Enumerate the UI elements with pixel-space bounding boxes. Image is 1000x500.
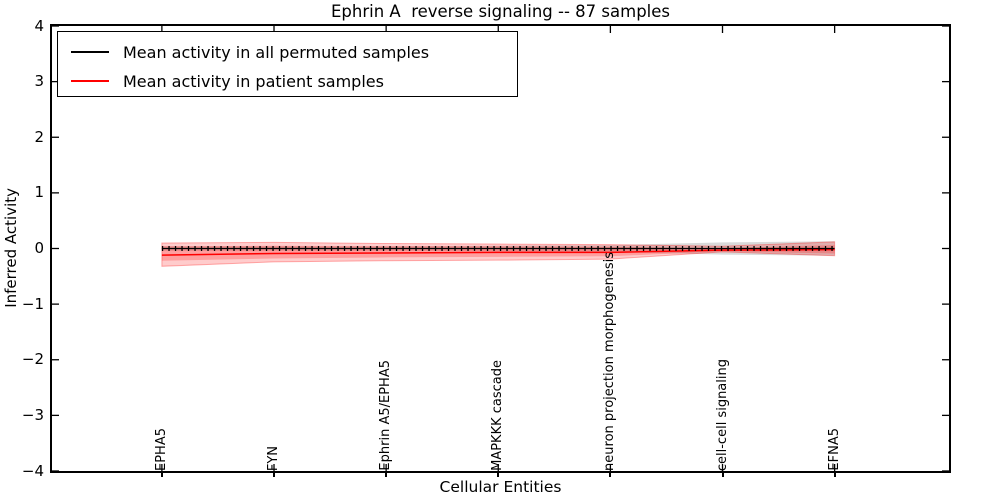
y-tick-label: −2 bbox=[21, 350, 44, 369]
chart-title: Ephrin A reverse signaling -- 87 samples bbox=[330, 2, 670, 21]
x-tick-label: EFNA5 bbox=[826, 428, 842, 471]
y-tick-label: 0 bbox=[34, 239, 44, 257]
y-tick-label: 3 bbox=[34, 72, 44, 91]
x-tick-label: FYN bbox=[266, 445, 281, 471]
legend-label-patient: Mean activity in patient samples bbox=[123, 71, 384, 91]
legend-item-patient: Mean activity in patient samples bbox=[58, 68, 517, 94]
patient-line-swatch bbox=[71, 80, 109, 82]
y-tick-label: 4 bbox=[34, 16, 44, 35]
permuted-line-swatch bbox=[71, 51, 109, 53]
x-tick-outer-mark bbox=[833, 473, 836, 477]
plot-area bbox=[50, 24, 951, 473]
y-tick-label: −4 bbox=[21, 461, 44, 480]
x-tick-label: neuron projection morphogenesis bbox=[602, 252, 618, 471]
y-tick-label: 1 bbox=[34, 183, 44, 202]
y-tick-label: 2 bbox=[34, 127, 44, 146]
legend-item-permuted: Mean activity in all permuted samples bbox=[58, 39, 517, 65]
x-tick-label: Ephrin A5/EPHA5 bbox=[378, 360, 394, 471]
plot-canvas bbox=[52, 26, 949, 471]
x-tick-label: MAPKKK cascade bbox=[490, 360, 506, 471]
x-tick-outer-mark bbox=[273, 473, 275, 477]
x-tick-label: EPHA5 bbox=[153, 428, 169, 471]
x-tick-outer-mark bbox=[609, 473, 612, 477]
x-tick-label: cell-cell signaling bbox=[714, 358, 730, 471]
y-tick-label: −1 bbox=[21, 294, 44, 313]
x-tick-outer-mark bbox=[160, 473, 163, 477]
x-axis-label: Cellular Entities bbox=[439, 478, 562, 496]
y-tick-label: −3 bbox=[21, 405, 44, 424]
x-tick-outer-mark bbox=[385, 473, 388, 477]
x-tick-outer-mark bbox=[497, 473, 500, 477]
patient-mean-line bbox=[161, 248, 835, 256]
legend-label-permuted: Mean activity in all permuted samples bbox=[123, 42, 430, 62]
legend: Mean activity in all permuted samples Me… bbox=[57, 31, 518, 97]
x-tick-outer-mark bbox=[721, 473, 724, 477]
